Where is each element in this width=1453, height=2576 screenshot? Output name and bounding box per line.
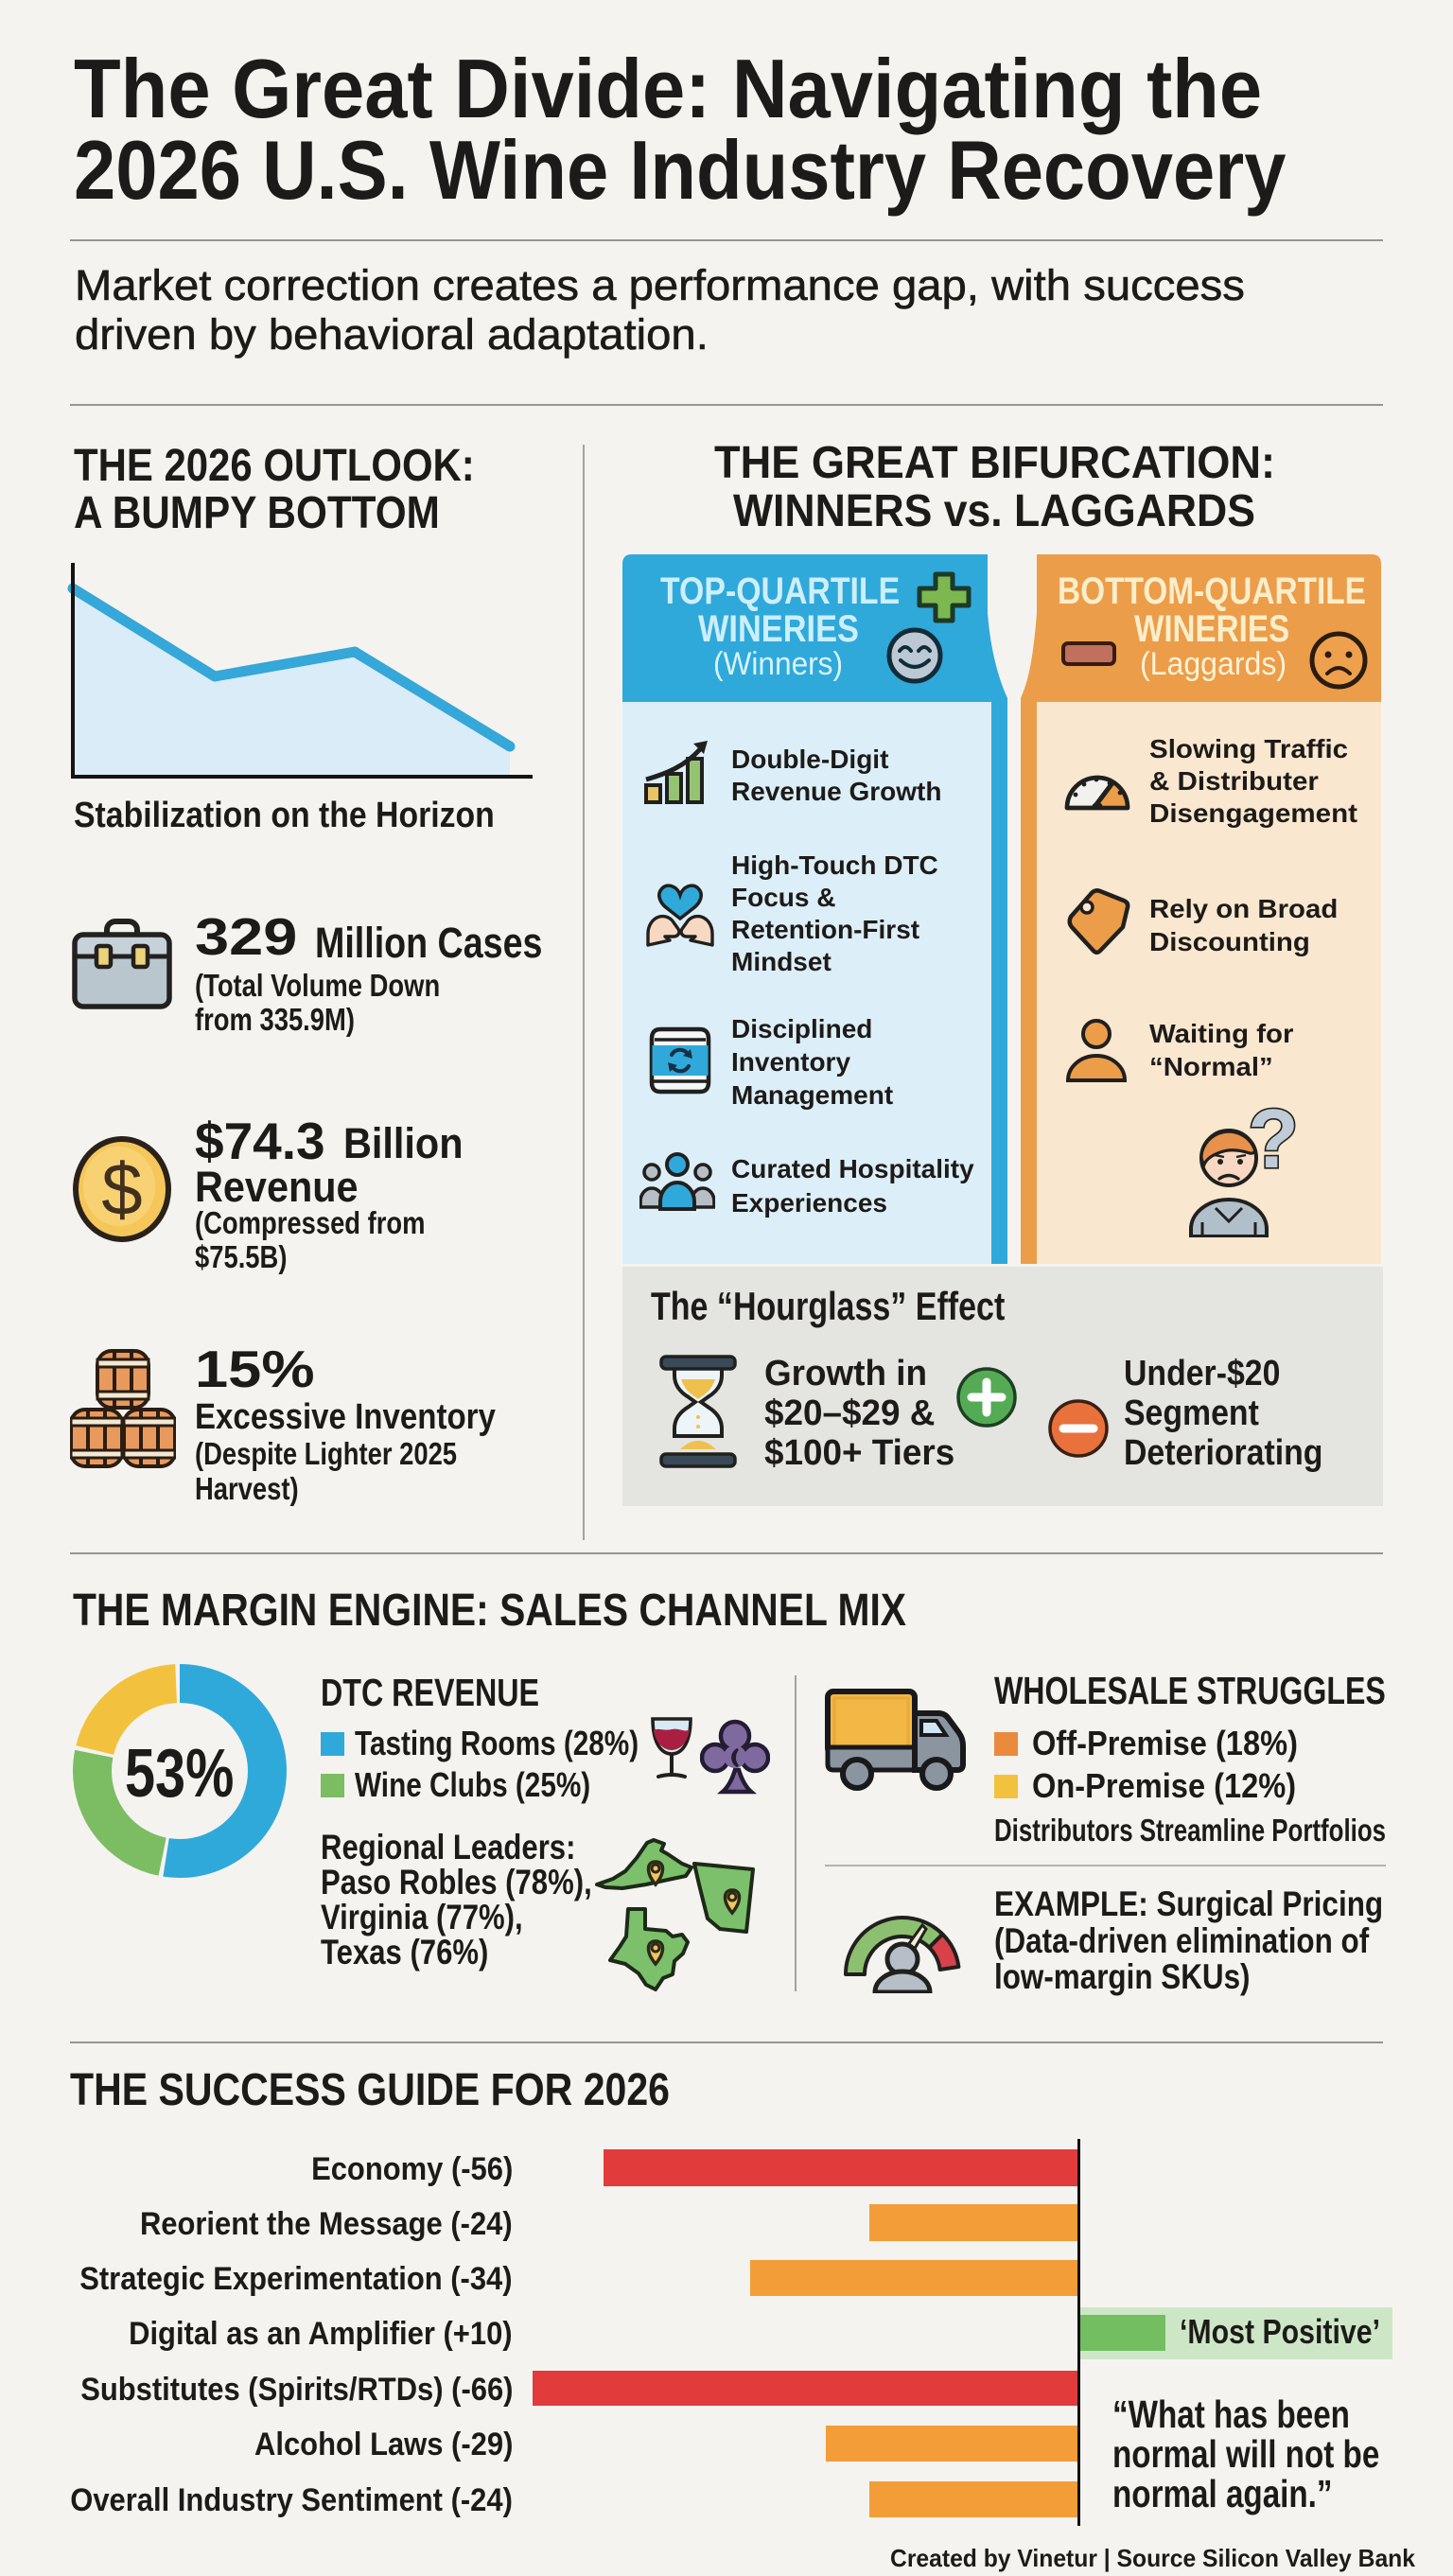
svg-text:$: $	[101, 1148, 142, 1231]
svg-text:?: ?	[1248, 1107, 1299, 1185]
